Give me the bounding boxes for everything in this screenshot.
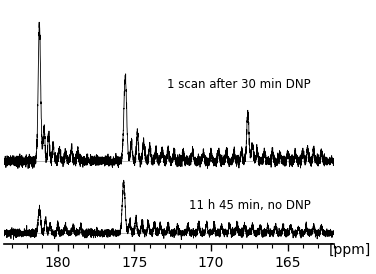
Text: [ppm]: [ppm] (329, 243, 371, 257)
Text: 1 scan after 30 min DNP: 1 scan after 30 min DNP (167, 78, 311, 91)
Text: 11 h 45 min, no DNP: 11 h 45 min, no DNP (189, 199, 311, 212)
